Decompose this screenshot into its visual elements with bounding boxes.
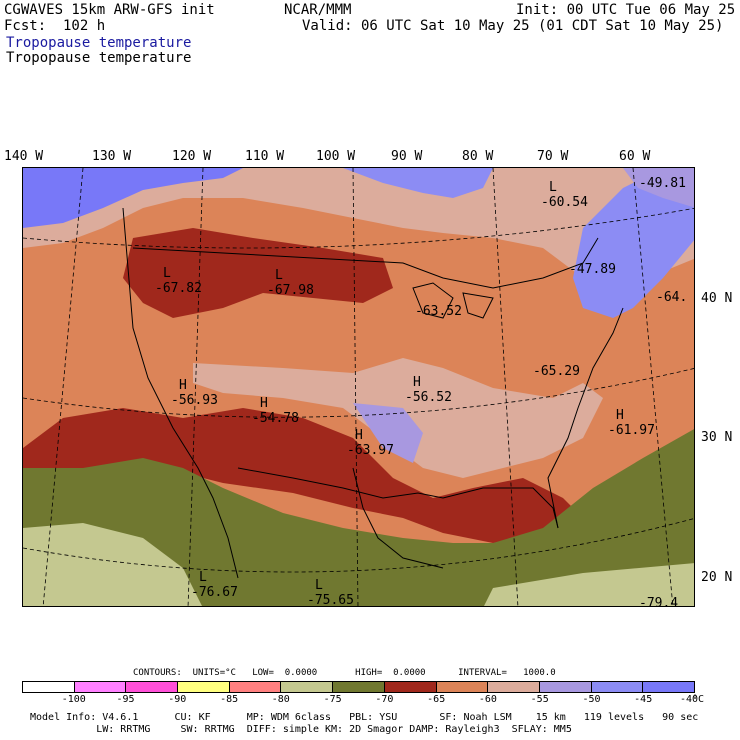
field-m75-southwest — [23, 523, 202, 606]
legend-tick: -80 — [271, 694, 290, 705]
legend-tick: -50 — [582, 694, 601, 705]
center-label: -79.4 — [639, 596, 679, 607]
legend-tick: -40 — [679, 694, 699, 705]
legend-swatch — [74, 682, 127, 692]
legend-unit: °C — [691, 694, 705, 705]
field-m75-southeast — [484, 563, 694, 606]
agency-label: NCAR/MMM — [284, 2, 352, 18]
legend-tick: -75 — [323, 694, 342, 705]
legend-swatch — [436, 682, 489, 692]
center-label: -63.52 — [415, 304, 462, 319]
coastlines — [122, 207, 624, 579]
legend-swatch — [488, 682, 540, 692]
center-label: -49.81 — [639, 176, 686, 191]
legend-swatch — [229, 682, 282, 692]
model-title: CGWAVES 15km ARW-GFS init — [4, 2, 215, 18]
tropopause-temperature-map[interactable]: L -60.54 -49.81 L -67.82 L -67.98 -63.52 -4… — [22, 167, 695, 607]
center-label: -65.29 — [533, 364, 580, 379]
field-m40-northwest — [23, 168, 243, 228]
legend-tick: -60 — [478, 694, 497, 705]
legend-swatch — [591, 682, 644, 692]
lon-label: 120 W — [172, 149, 212, 164]
legend-tick: -100 — [61, 694, 86, 705]
field-title-secondary: Tropopause temperature — [6, 50, 192, 66]
color-legend — [22, 681, 695, 693]
graticule — [23, 168, 694, 606]
legend-swatch — [333, 682, 385, 692]
center-label: H -56.52 — [405, 375, 452, 405]
lon-label: 140 W — [4, 149, 44, 164]
center-label: H -54.78 — [252, 396, 299, 426]
legend-tick: -70 — [375, 694, 394, 705]
center-label: -64. — [656, 290, 688, 305]
center-label: L -67.82 — [155, 266, 202, 296]
field-m70-south — [23, 429, 694, 606]
lon-label: 70 W — [537, 149, 569, 164]
center-label: H -61.97 — [608, 408, 655, 438]
field-m50-northeast — [623, 168, 694, 208]
contour-info: CONTOURS: UNITS=°C LOW= 0.0000 HIGH= 0.0… — [133, 668, 556, 678]
center-label: L -75.65 — [307, 578, 354, 607]
model-info-line2: LW: RRTMG SW: RRTMG DIFF: simple KM: 2D … — [30, 724, 572, 735]
lon-label: 90 W — [391, 149, 423, 164]
init-time: Init: 00 UTC Tue 06 May 25 — [516, 2, 736, 18]
legend-tick: -45 — [634, 694, 653, 705]
legend-swatch — [384, 682, 437, 692]
center-label: L -67.98 — [267, 268, 314, 298]
lon-label: 110 W — [245, 149, 285, 164]
lat-label: 20 N — [701, 570, 733, 585]
field-m45-north — [343, 168, 493, 198]
field-m50-central — [353, 403, 423, 463]
legend-swatch — [643, 682, 694, 692]
field-m55-north — [23, 168, 694, 288]
lat-label: 30 N — [701, 430, 733, 445]
center-label: H -56.93 — [171, 378, 218, 408]
lon-label: 60 W — [619, 149, 651, 164]
lon-label: 100 W — [316, 149, 356, 164]
legend-swatch — [126, 682, 179, 692]
field-title-primary: Tropopause temperature — [6, 35, 192, 51]
center-label: L -76.67 — [191, 570, 238, 600]
lat-label: 40 N — [701, 291, 733, 306]
legend-swatch — [178, 682, 230, 692]
legend-tick: -55 — [530, 694, 549, 705]
map-canvas — [23, 168, 694, 606]
valid-time: Valid: 06 UTC Sat 10 May 25 (01 CDT Sat … — [302, 18, 724, 34]
lon-label: 80 W — [462, 149, 494, 164]
lon-label: 130 W — [92, 149, 132, 164]
center-label: L -60.54 — [541, 180, 588, 210]
center-label: -47.89 — [569, 262, 616, 277]
legend-swatch — [281, 682, 334, 692]
legend-tick: -85 — [220, 694, 239, 705]
legend-ticks: -100 -95 -90 -85 -80 -75 -70 -65 -60 -55… — [22, 694, 704, 706]
legend-tick: -90 — [168, 694, 187, 705]
field-m45-northeast — [573, 168, 694, 318]
legend-tick: -95 — [116, 694, 135, 705]
field-m65-south — [23, 408, 583, 543]
center-label: H -63.97 — [347, 428, 394, 458]
legend-swatch — [23, 682, 75, 692]
forecast-hour: Fcst: 102 h — [4, 18, 106, 34]
field-m65-north — [123, 228, 393, 318]
model-info-line1: Model Info: V4.6.1 CU: KF MP: WDM 6class… — [30, 712, 699, 723]
legend-tick: -65 — [427, 694, 446, 705]
legend-swatch — [539, 682, 592, 692]
